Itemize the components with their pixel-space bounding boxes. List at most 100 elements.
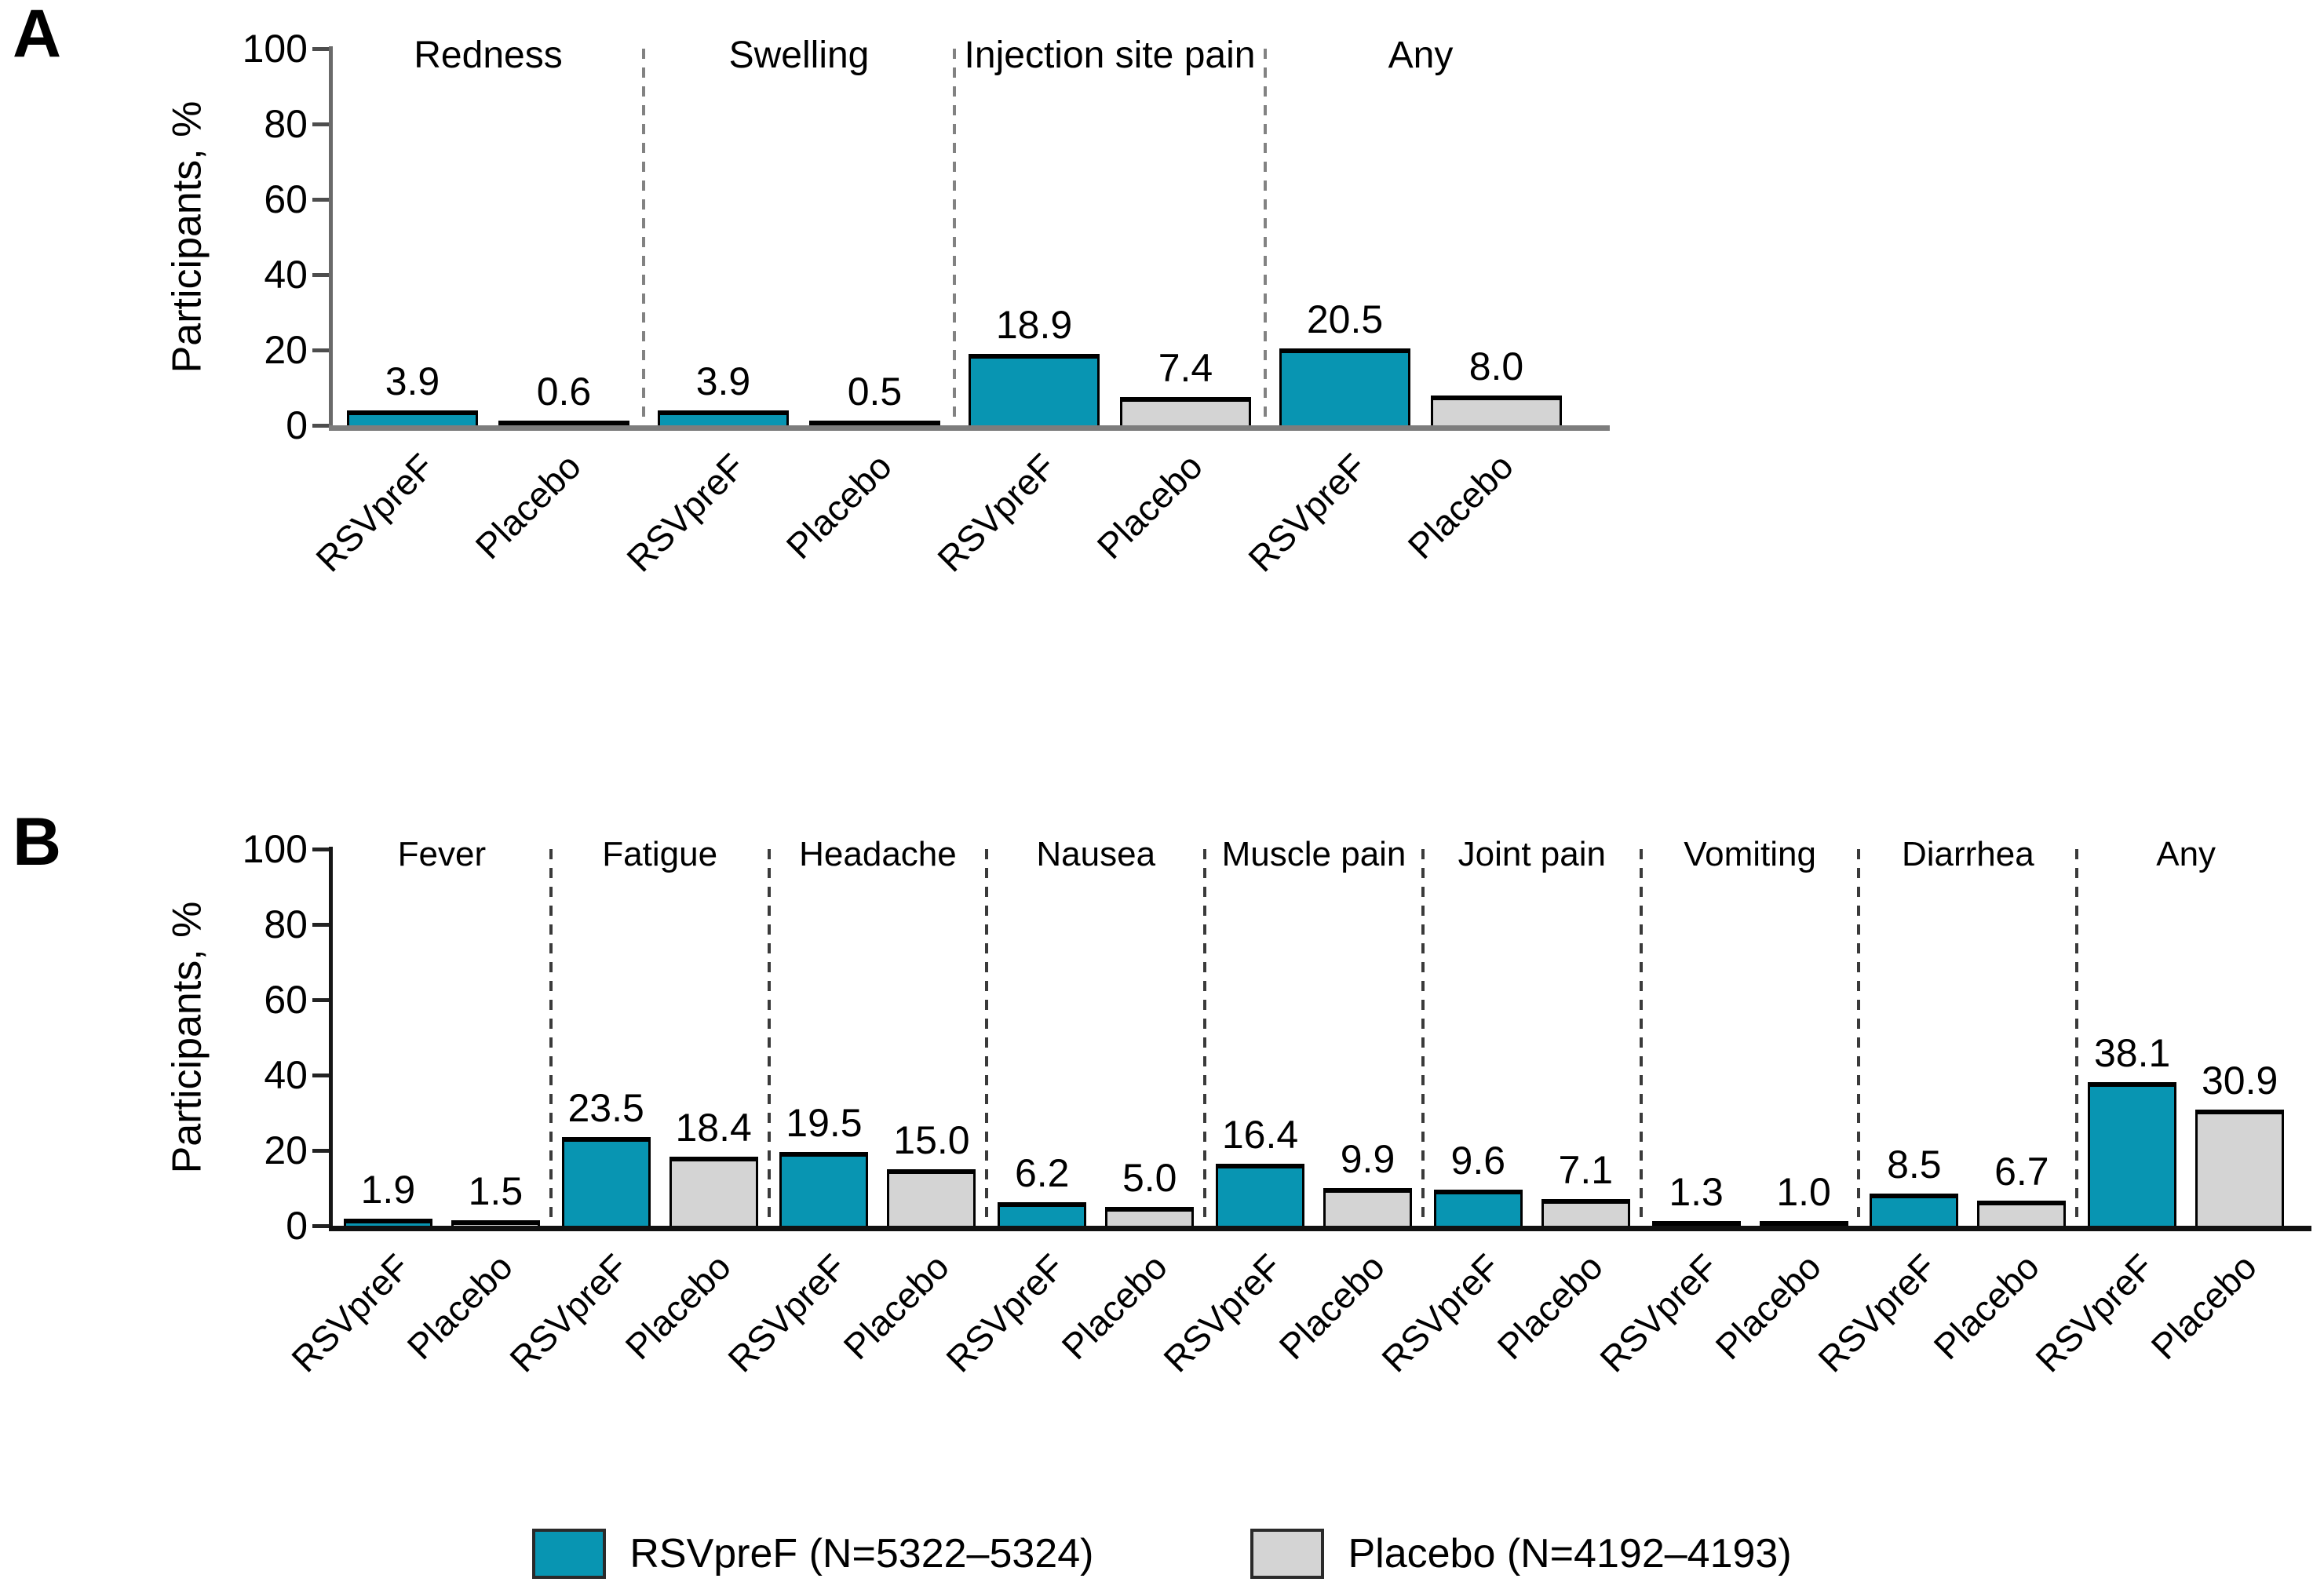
bar-value-label: 15.0 bbox=[893, 1118, 970, 1162]
category-title: Fever bbox=[397, 835, 487, 873]
y-tick-mark bbox=[312, 424, 329, 428]
bar-unit: 19.5 bbox=[779, 1101, 869, 1226]
bar-rsvpref bbox=[1870, 1194, 1959, 1226]
group-separator-line bbox=[767, 849, 771, 1226]
bar-placebo bbox=[1541, 1199, 1630, 1226]
group-separator-line bbox=[1639, 849, 1643, 1226]
category-group: Fatigue 23.5 18.4 bbox=[551, 835, 771, 1226]
bar-unit: 8.0 bbox=[1431, 347, 1562, 425]
category-group: Swelling 3.9 0.5 bbox=[644, 35, 956, 425]
bar-unit: 6.2 bbox=[998, 1154, 1087, 1226]
bar-value-label: 1.0 bbox=[1776, 1170, 1831, 1214]
bar-unit: 5.0 bbox=[1105, 1158, 1195, 1226]
placebo-swatch-icon bbox=[1250, 1529, 1325, 1579]
bar-rsvpref bbox=[1651, 1221, 1741, 1226]
category-title: Diarrhea bbox=[1901, 835, 2034, 873]
bar-value-label: 0.6 bbox=[536, 370, 592, 414]
bar-value-label: 7.4 bbox=[1158, 346, 1213, 390]
y-tick-label: 40 bbox=[264, 253, 308, 297]
x-label-cell: RSVpreF bbox=[619, 435, 789, 623]
bar-value-label: 7.1 bbox=[1558, 1148, 1614, 1192]
x-label-cell: Placebo bbox=[1089, 435, 1246, 623]
bar-value-label: 1.5 bbox=[468, 1169, 524, 1213]
x-label-group: RSVpreF Placebo bbox=[1592, 1235, 1859, 1423]
bar-unit: 15.0 bbox=[887, 1121, 976, 1226]
bar-placebo bbox=[669, 1157, 758, 1226]
bar-value-label: 1.3 bbox=[1669, 1170, 1724, 1214]
bar-placebo bbox=[1759, 1221, 1848, 1226]
y-tick-mark bbox=[312, 1224, 329, 1228]
bar-placebo bbox=[1431, 396, 1562, 425]
bar-placebo bbox=[451, 1220, 540, 1226]
bar-unit: 0.6 bbox=[498, 372, 629, 425]
x-label-cell: Placebo bbox=[468, 435, 625, 623]
category-group: Muscle pain 16.4 9.9 bbox=[1205, 835, 1425, 1226]
bars-row: 1.9 1.5 bbox=[333, 1170, 551, 1226]
panel-b-letter: B bbox=[13, 804, 62, 880]
y-axis-title-text: Participants, % bbox=[164, 100, 210, 374]
x-label-group: RSVpreF Placebo bbox=[2028, 1235, 2295, 1423]
bar-unit: 20.5 bbox=[1279, 300, 1410, 425]
bar-unit: 1.3 bbox=[1651, 1170, 1741, 1226]
legend-label-rsvpref: RSVpreF (N=5322–5324) bbox=[629, 1531, 1094, 1577]
category-group: Joint pain 9.6 7.1 bbox=[1423, 835, 1643, 1226]
bar-placebo bbox=[498, 421, 629, 425]
bar-placebo bbox=[1977, 1201, 2067, 1226]
y-tick-mark bbox=[312, 273, 329, 277]
category-title: Muscle pain bbox=[1221, 835, 1406, 873]
y-tick-label: 100 bbox=[242, 827, 308, 871]
legend: RSVpreF (N=5322–5324) Placebo (N=4192–41… bbox=[0, 1529, 2324, 1579]
bar-value-label: 0.5 bbox=[847, 370, 903, 414]
bar-placebo bbox=[1323, 1188, 1413, 1226]
category-group: Any 38.1 30.9 bbox=[2077, 835, 2295, 1226]
x-axis-line bbox=[329, 425, 1610, 431]
bar-unit: 1.9 bbox=[343, 1170, 432, 1226]
group-separator-line bbox=[1203, 849, 1207, 1226]
category-title: Fatigue bbox=[602, 835, 718, 873]
bar-rsvpref bbox=[2088, 1082, 2177, 1226]
bars-row: 3.9 0.6 bbox=[333, 362, 644, 425]
x-tick-label-row: RSVpreF Placebo RSVpreF Placebo RSVpreF Place… bbox=[308, 435, 1576, 623]
y-tick-label: 20 bbox=[264, 328, 308, 372]
y-tick-label: 100 bbox=[242, 27, 308, 71]
y-tick-mark bbox=[312, 47, 329, 51]
category-title: Any bbox=[2156, 835, 2216, 873]
panel-a-letter: A bbox=[13, 0, 62, 71]
bar-value-label: 19.5 bbox=[786, 1101, 863, 1145]
bar-unit: 0.5 bbox=[809, 372, 940, 425]
category-title: Nausea bbox=[1036, 835, 1156, 873]
bar-unit: 1.0 bbox=[1759, 1170, 1848, 1226]
y-axis-line bbox=[329, 46, 333, 430]
panel-b-plot: Participants, % 0 20 40 60 80 100 Fever 1.9 1.5 F… bbox=[164, 829, 2311, 1380]
y-tick-mark bbox=[312, 348, 329, 352]
x-label-group: RSVpreF Placebo bbox=[619, 435, 954, 623]
bar-unit: 9.9 bbox=[1323, 1139, 1413, 1226]
x-label-group: RSVpreF Placebo bbox=[308, 435, 644, 623]
x-label-group: RSVpreF Placebo bbox=[1156, 1235, 1423, 1423]
bar-rsvpref bbox=[1216, 1164, 1305, 1226]
category-title: Redness bbox=[414, 35, 563, 76]
x-label-cell: RSVpreF bbox=[930, 435, 1100, 623]
bar-unit: 6.7 bbox=[1977, 1152, 2067, 1226]
category-group: Nausea 6.2 5.0 bbox=[987, 835, 1207, 1226]
legend-label-placebo: Placebo (N=4192–4193) bbox=[1348, 1531, 1792, 1577]
y-axis-line bbox=[329, 847, 333, 1230]
y-axis-title-text: Participants, % bbox=[164, 901, 210, 1174]
x-label-cell: RSVpreF bbox=[308, 435, 478, 623]
legend-item-placebo: Placebo (N=4192–4193) bbox=[1250, 1529, 1792, 1579]
y-tick-mark bbox=[312, 998, 329, 1002]
y-tick-label: 80 bbox=[264, 902, 308, 946]
bars-row: 8.5 6.7 bbox=[1859, 1145, 2077, 1226]
x-tick-label: RSVpreF bbox=[283, 1245, 418, 1380]
group-separator-line bbox=[2075, 849, 2079, 1226]
bar-placebo bbox=[887, 1169, 976, 1226]
bars-row: 23.5 18.4 bbox=[551, 1088, 769, 1226]
group-separator-line bbox=[1421, 849, 1425, 1226]
bar-rsvpref bbox=[1279, 348, 1410, 425]
x-label-cell: Placebo bbox=[1400, 435, 1557, 623]
x-label-group: RSVpreF Placebo bbox=[938, 1235, 1205, 1423]
x-label-cell: Placebo bbox=[779, 435, 936, 623]
bar-value-label: 20.5 bbox=[1306, 297, 1384, 341]
panel-a-plot: Participants, % 0 20 40 60 80 100 Redness 3.9 0.… bbox=[164, 29, 1610, 579]
category-title: Injection site pain bbox=[964, 35, 1256, 76]
